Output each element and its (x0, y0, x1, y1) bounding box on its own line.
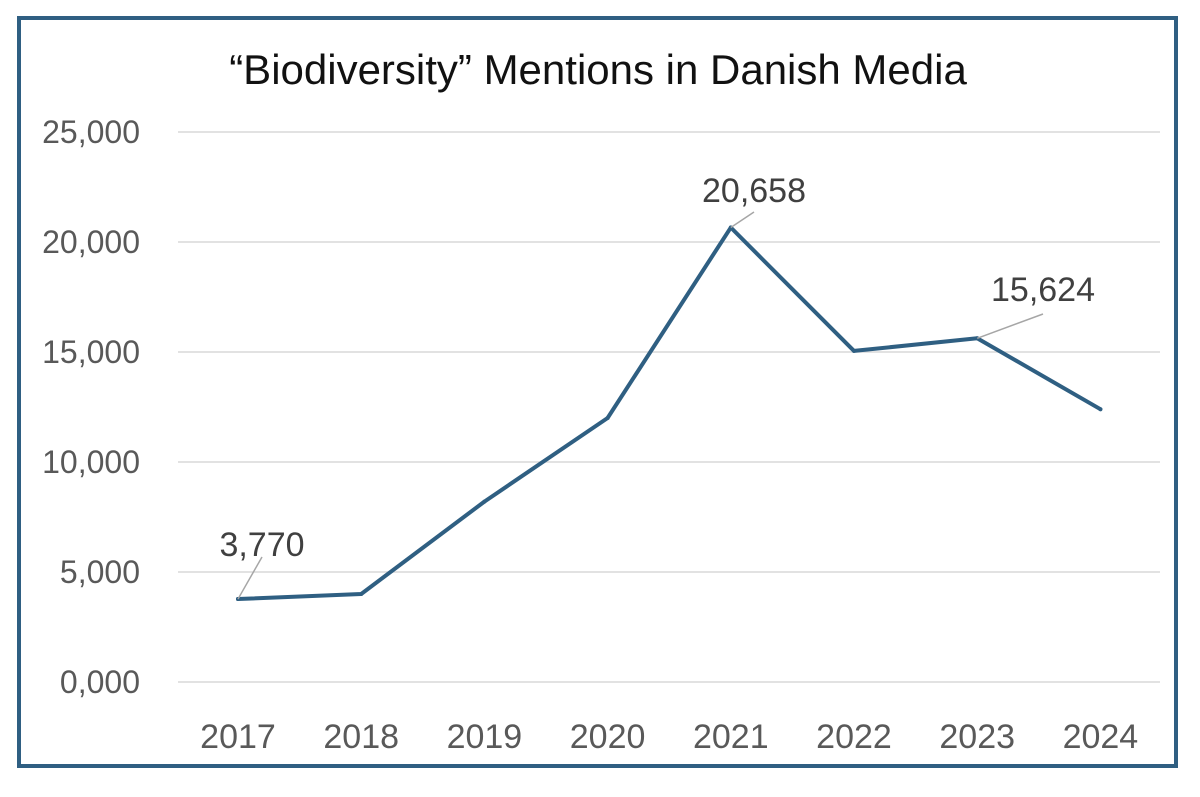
series-layer (236, 225, 1103, 602)
data-point (1098, 407, 1103, 412)
x-tick-label: 2023 (939, 718, 1015, 756)
y-tick-label: 10,000 (42, 444, 140, 480)
data-point (359, 592, 364, 596)
x-tick-label: 2021 (693, 718, 769, 756)
y-tick-label: 25,000 (42, 114, 140, 150)
x-tick-label: 2018 (323, 718, 399, 756)
chart-frame (17, 16, 1178, 768)
data-label-leader (237, 556, 263, 600)
data-point (605, 416, 610, 420)
y-tick-label: 20,000 (42, 224, 140, 260)
gridlines (178, 131, 1160, 683)
x-tick-label: 2022 (816, 718, 892, 756)
data-labels: 3,770 20,658 15,624 (219, 172, 1095, 600)
x-tick-label: 2020 (570, 718, 646, 756)
y-tick-label: 5,000 (60, 554, 140, 590)
x-axis: 2017 2018 2019 2020 2021 2022 2023 2024 (200, 718, 1138, 756)
data-label: 3,770 (219, 526, 304, 564)
data-label: 15,624 (991, 271, 1095, 309)
y-tick-label: 15,000 (42, 334, 140, 370)
x-tick-label: 2024 (1063, 718, 1139, 756)
data-label-leader (976, 313, 1044, 339)
y-tick-label: 0,000 (60, 664, 140, 700)
data-label: 20,658 (702, 172, 806, 210)
data-point (482, 499, 487, 504)
data-point (852, 348, 856, 353)
data-label-leader (730, 211, 755, 229)
y-axis: 0,000 5,000 10,000 15,000 20,000 25,000 (42, 114, 140, 700)
series-line (236, 225, 1103, 602)
x-tick-label: 2019 (447, 718, 523, 756)
chart-title: “Biodiversity” Mentions in Danish Media (229, 46, 967, 93)
x-tick-label: 2017 (200, 718, 276, 756)
